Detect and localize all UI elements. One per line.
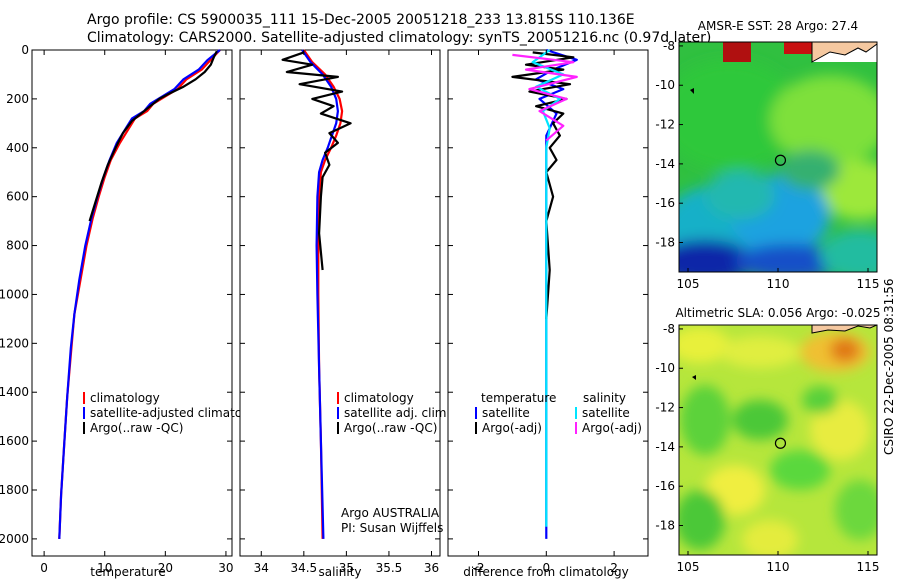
y-tick-label: -14 [655,157,675,171]
figure-title-line2: Climatology: CARS2000. Satellite-adjuste… [87,30,712,46]
y-tick-label: 1400 [0,385,29,399]
y-tick-label: -12 [655,118,675,132]
y-tick-label: -10 [655,78,675,92]
y-tick-label: -16 [655,479,675,493]
x-tick-label: 110 [767,560,790,574]
legend-label-climatology: climatology [344,391,414,405]
x-tick-label: 0 [40,561,48,575]
x-tick-label: 0 [542,561,550,575]
y-tick-label: 1200 [0,336,29,350]
y-tick-label: -12 [655,401,675,415]
legend-label-sal-argo: Argo(-adj) [582,421,642,435]
series-temperature-argo-adj [511,51,575,319]
y-tick-label: 400 [6,141,29,155]
difference-xlabel: difference from climatology [463,565,629,579]
y-tick-label: 200 [6,92,29,106]
argo-float-marker [774,437,787,449]
x-tick-label: 2 [610,561,618,575]
x-tick-label: 30 [218,561,233,575]
legend-label-satellite: satellite adj. clim. [344,406,450,420]
series-argo-raw-qc [88,50,218,222]
sst-map-title: AMSR-E SST: 28 Argo: 27.4 [698,19,858,33]
salinity-axes-frame [239,49,441,557]
y-tick-label: -16 [655,196,675,210]
x-tick-label: 34 [254,561,269,575]
legend-label-temp-satellite: satellite [482,406,530,420]
x-tick-label: 10 [97,561,112,575]
x-tick-label: 20 [158,561,173,575]
legend-label-satellite: satellite-adjusted climatology [90,406,268,420]
legend-header-temperature: temperature [481,391,556,405]
x-tick-label: 36 [424,561,439,575]
y-tick-label: -18 [655,519,675,533]
argo-pi-label: PI: Susan Wijffels [341,521,443,535]
y-tick-label: -10 [655,361,675,375]
x-tick-label: 35.5 [376,561,403,575]
sla-field [679,325,877,555]
y-tick-label: 1000 [0,287,29,301]
argo-float-marker [774,154,787,166]
sla-map-panel: Altimetric SLA: 0.056 Argo: -0.025 [655,306,880,574]
legend-label-climatology: climatology [90,391,160,405]
y-tick-label: 600 [6,190,29,204]
x-tick-label: 35 [339,561,354,575]
temperature-axes-frame [31,49,233,557]
temperature-xlabel: temperature [90,565,165,579]
y-tick-label: 800 [6,239,29,253]
sst-field [679,42,877,272]
temperature-legend: climatology satellite-adjusted climatolo… [83,391,268,435]
legend-label-sal-satellite: satellite [582,406,630,420]
x-tick-label: 115 [857,560,880,574]
legend-label-temp-argo: Argo(-adj) [482,421,542,435]
x-tick-label: -2 [473,561,485,575]
temperature-profile-panel: 0 10 20 30 0 200 400 600 800 1000 1200 1400 1600 1800… [0,43,268,579]
difference-profile-panel: -2 0 2 difference from climatology tempera… [447,48,649,579]
salinity-xlabel: salinity [318,565,361,579]
legend-label-argo: Argo(..raw -QC) [90,421,183,435]
y-tick-label: 0 [21,43,29,57]
legend-header-salinity: salinity [583,391,626,405]
argo-program-label: Argo AUSTRALIA [341,506,440,520]
y-tick-label: -8 [663,322,675,336]
legend-label-argo: Argo(..raw -QC) [344,421,437,435]
sla-map-title: Altimetric SLA: 0.056 Argo: -0.025 [675,306,880,320]
salinity-profile-panel: 34 34.5 35 35.5 36 salinity climatology sate… [239,49,450,579]
csiro-timestamp: CSIRO 22-Dec-2005 08:31:56 [882,278,896,455]
y-tick-label: 2000 [0,532,29,546]
salinity-legend: climatology satellite adj. clim. Argo(..… [337,391,450,435]
series-satellite-adj-clim [301,49,339,539]
x-tick-label: 115 [857,277,880,291]
x-tick-label: 105 [677,277,700,291]
y-tick-label: -8 [663,39,675,53]
sst-map-panel: AMSR-E SST: 28 Argo: 27.4 105 110 11 [655,19,880,291]
x-tick-label: 34.5 [290,561,317,575]
y-tick-label: -18 [655,236,675,250]
y-tick-label: 1600 [0,434,29,448]
x-tick-label: 105 [677,560,700,574]
series-salinity-argo-adj [512,53,578,142]
difference-legend: temperature satellite Argo(-adj) salinit… [475,391,642,435]
series-argo-raw-qc [281,51,352,271]
y-tick-label: 1800 [0,483,29,497]
y-tick-label: -14 [655,440,675,454]
figure-title-line1: Argo profile: CS 5900035_111 15-Dec-2005… [87,12,635,28]
x-tick-label: 110 [767,277,790,291]
